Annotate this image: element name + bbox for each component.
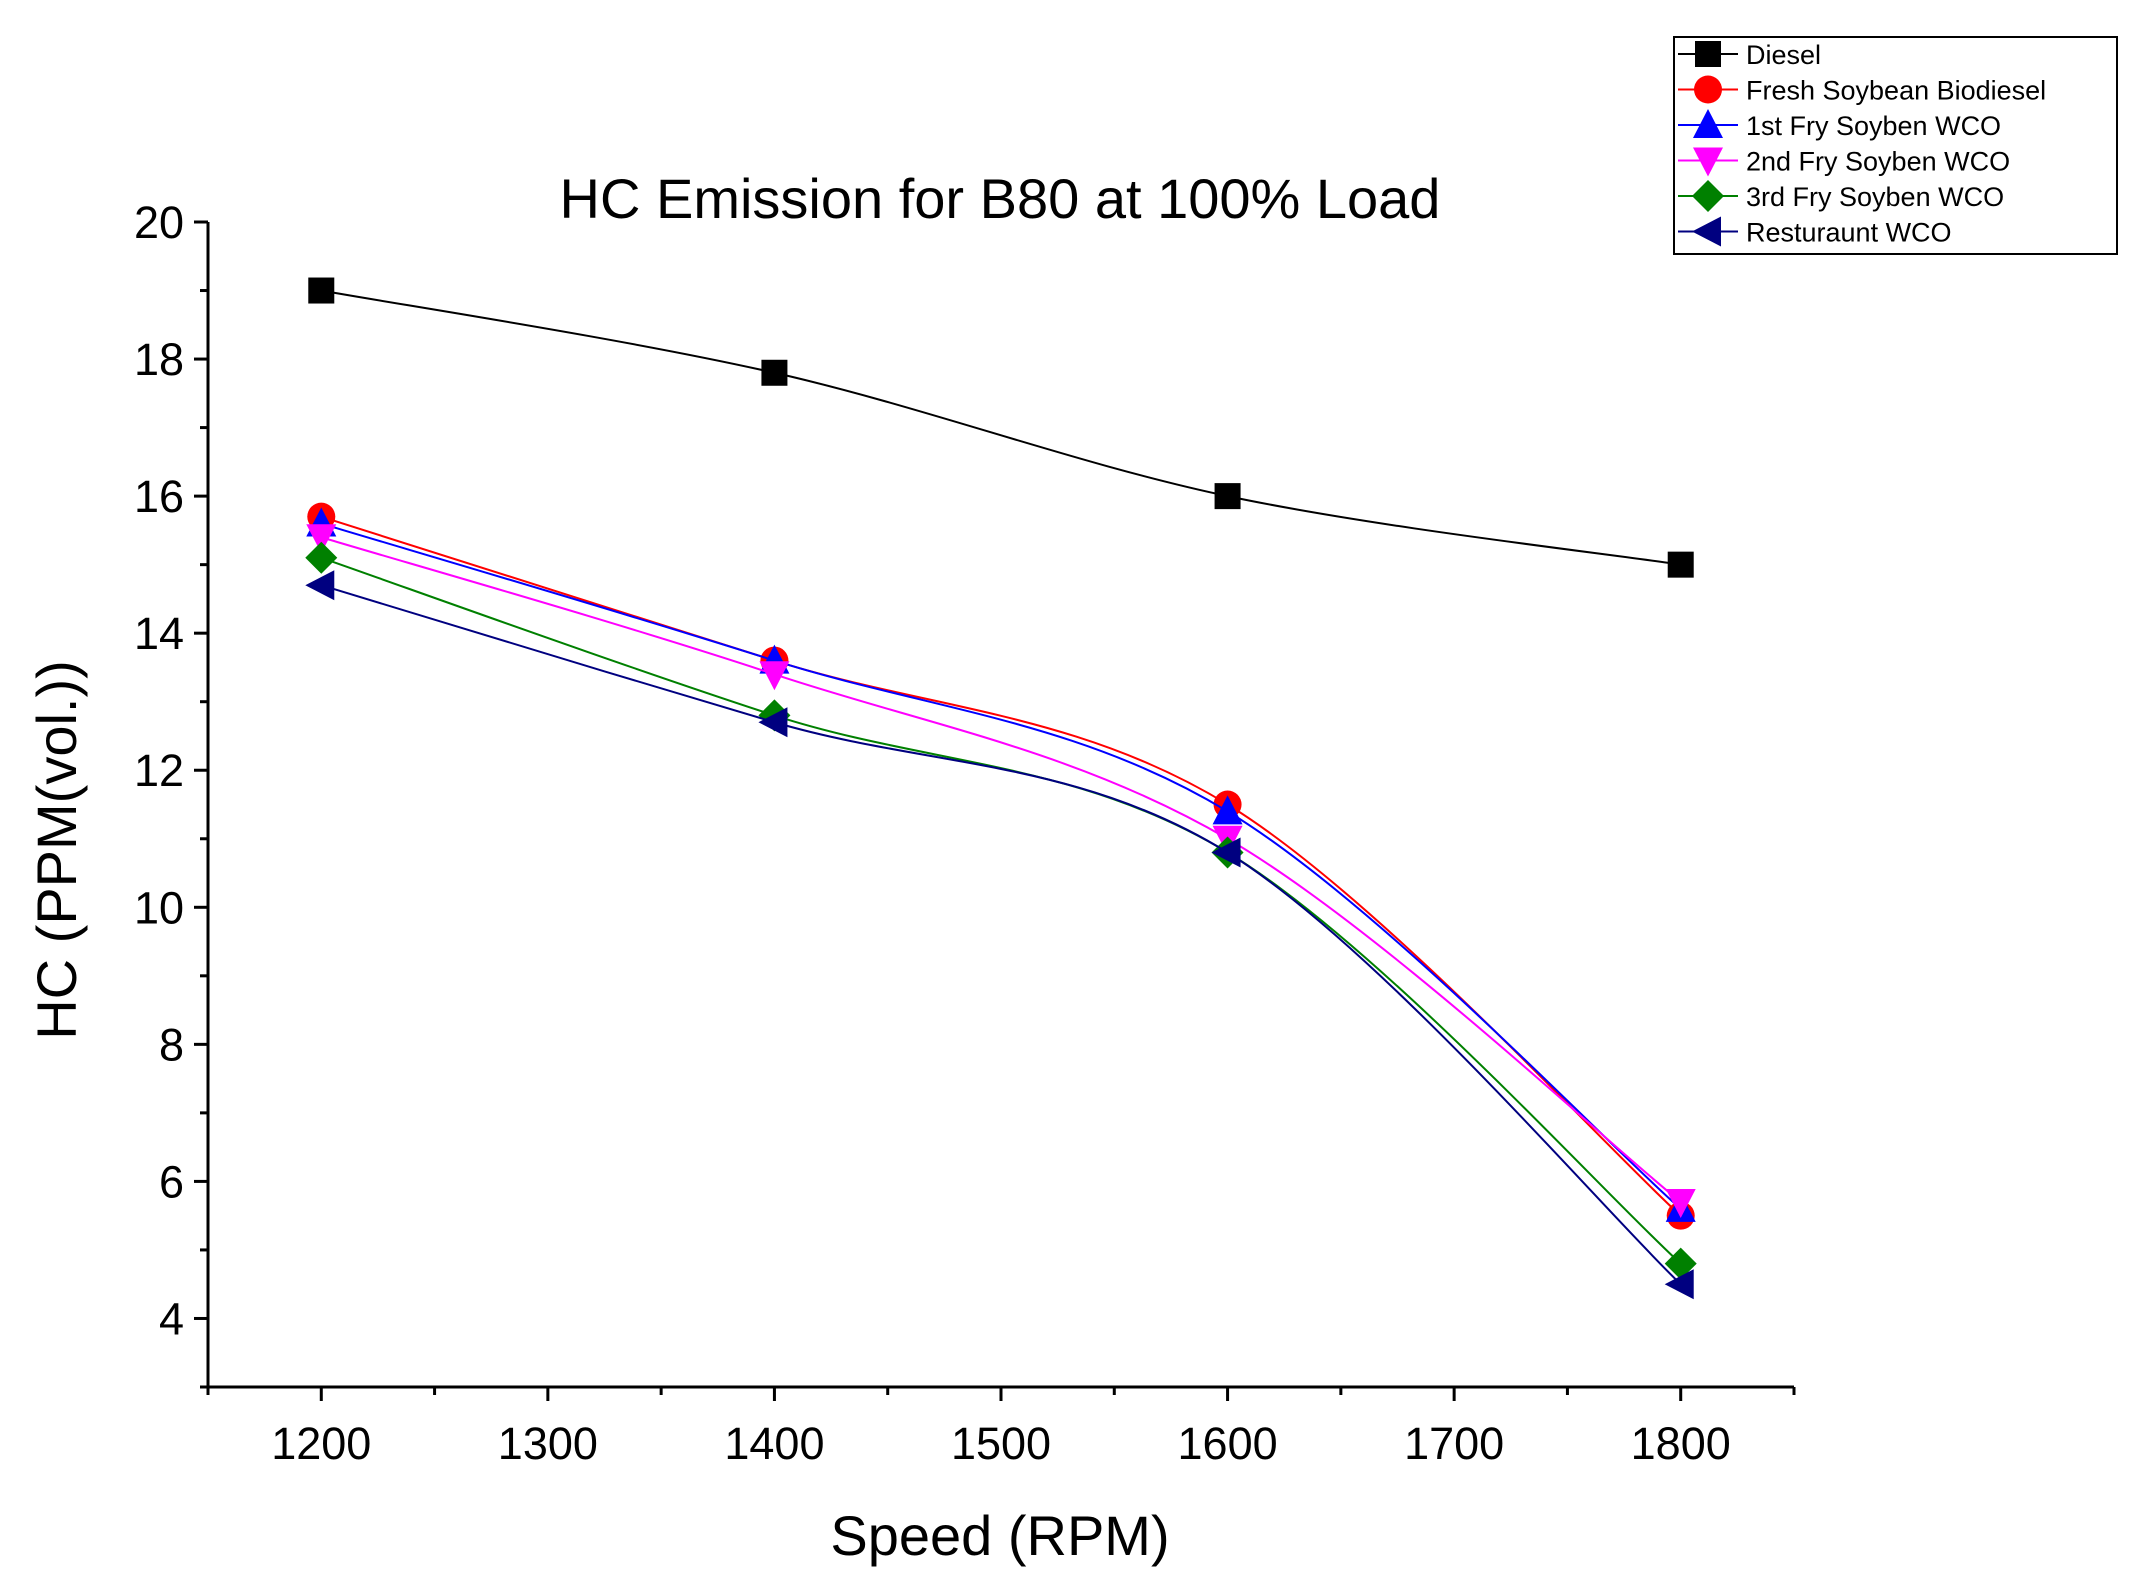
data-point — [308, 277, 335, 304]
x-tick-label: 1500 — [951, 1418, 1051, 1469]
legend-item: 2nd Fry Soyben WCO — [1678, 147, 2010, 177]
data-point — [306, 524, 337, 554]
y-tick-label: 18 — [134, 334, 184, 385]
x-tick-label: 1600 — [1178, 1418, 1278, 1469]
legend-label: Fresh Soybean Biodiesel — [1746, 76, 2046, 106]
legend-marker — [1694, 75, 1722, 104]
data-point — [305, 570, 335, 601]
legend-item: Diesel — [1678, 40, 1821, 70]
legend-box — [1673, 36, 2118, 255]
y-axis: 4 6 8 10 12 14 16 18 20 — [134, 197, 210, 1389]
data-point — [1212, 795, 1243, 825]
data-point — [1665, 1188, 1696, 1218]
series-line — [320, 522, 1682, 1210]
y-tick-label: 20 — [134, 197, 184, 248]
data-point — [1214, 483, 1241, 510]
y-tick-label: 10 — [134, 882, 184, 933]
legend-label: Resturaunt WCO — [1746, 218, 1952, 248]
plot-area — [305, 277, 1697, 1300]
series-0 — [308, 277, 1694, 578]
y-tick-label: 14 — [134, 608, 184, 659]
legend-item: 1st Fry Soyben WCO — [1678, 109, 2001, 141]
series-line — [321, 289, 1681, 566]
series-line — [320, 584, 1682, 1285]
x-tick-label: 1700 — [1404, 1418, 1504, 1469]
legend-marker — [1692, 180, 1724, 212]
x-tick-label: 1400 — [724, 1418, 824, 1469]
data-point — [1664, 1247, 1697, 1280]
series-line — [320, 536, 1682, 1203]
x-axis-title: Speed (RPM) — [830, 1504, 1169, 1567]
x-tick-label: 1300 — [498, 1418, 598, 1469]
series-3 — [306, 524, 1696, 1218]
data-point — [761, 359, 788, 386]
legend-label: 3rd Fry Soyben WCO — [1746, 182, 2004, 212]
x-tick-label: 1800 — [1631, 1418, 1731, 1469]
y-tick-label: 12 — [134, 745, 184, 796]
y-axis-title: HC (PPM(vol.)) — [25, 660, 88, 1040]
chart-title: HC Emission for B80 at 100% Load — [560, 167, 1441, 230]
y-tick-label: 8 — [159, 1019, 184, 1070]
legend-item: Resturaunt WCO — [1678, 216, 1952, 248]
legend-marker — [1695, 41, 1721, 67]
series-4 — [305, 541, 1697, 1280]
x-tick-label: 1200 — [271, 1418, 371, 1469]
series-1 — [307, 502, 1695, 1230]
data-point — [758, 707, 788, 738]
y-tick-label: 4 — [159, 1293, 184, 1344]
data-point — [1664, 1269, 1694, 1300]
legend-marker — [1693, 147, 1723, 177]
legend-marker — [1693, 109, 1723, 138]
legend-label: 1st Fry Soyben WCO — [1746, 111, 2001, 141]
data-point — [1211, 837, 1241, 868]
legend-label: Diesel — [1746, 40, 1821, 70]
data-point — [305, 541, 338, 574]
data-point — [1667, 551, 1694, 578]
legend-marker — [1692, 216, 1721, 247]
legend-item: 3rd Fry Soyben WCO — [1678, 180, 2004, 212]
series-5 — [305, 570, 1694, 1300]
series-line — [320, 556, 1682, 1265]
y-tick-label: 6 — [159, 1156, 184, 1207]
legend-label: 2nd Fry Soyben WCO — [1746, 147, 2010, 177]
data-point — [759, 661, 790, 691]
x-axis: 1200 1300 1400 1500 1600 1700 1800 — [206, 1385, 1796, 1469]
legend: Diesel Fresh Soybean Biodiesel 1st Fry Soy… — [1673, 36, 2118, 255]
legend-item: Fresh Soybean Biodiesel — [1678, 75, 2046, 106]
y-tick-label: 16 — [134, 471, 184, 522]
series-line — [320, 515, 1682, 1217]
series-2 — [306, 507, 1696, 1222]
